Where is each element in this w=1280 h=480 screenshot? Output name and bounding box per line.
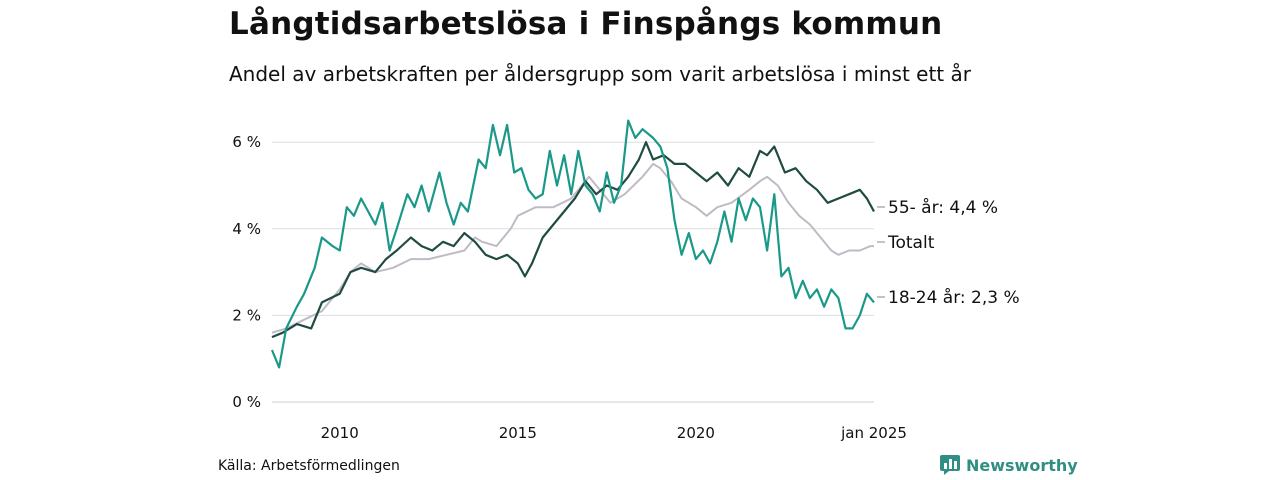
y-tick-label: 4 % (232, 220, 261, 238)
grid-lines (272, 141, 874, 403)
y-tick-label: 0 % (232, 393, 261, 411)
brand-name: Newsworthy (966, 455, 1078, 475)
chart-subtitle: Andel av arbetskraften per åldersgrupp s… (229, 62, 971, 86)
x-tick-label: 2010 (321, 424, 359, 442)
y-axis: 0 % 2 % 4 % 6 % (232, 133, 261, 411)
series-end-labels: Totalt 55- år: 4,4 % 18-24 år: 2,3 % (877, 197, 1020, 308)
series-line-1 (271, 141, 875, 339)
source-note: Källa: Arbetsförmedlingen (218, 458, 400, 474)
end-label: 18-24 år: 2,3 % (888, 287, 1020, 308)
y-tick-label: 6 % (232, 133, 261, 151)
x-tick-label: 2015 (499, 424, 537, 442)
newsworthy-icon (940, 455, 960, 475)
x-tick-label: jan 2025 (840, 424, 907, 442)
series-line-0 (271, 162, 874, 334)
end-label: 55- år: 4,4 % (888, 197, 998, 218)
x-axis: 2010 2015 2020 jan 2025 (321, 424, 907, 442)
series-lines (270, 119, 875, 369)
chart-title: Långtidsarbetslösa i Finspångs kommun (229, 6, 943, 42)
y-tick-label: 2 % (232, 306, 261, 324)
end-label: Totalt (887, 233, 935, 253)
series-line-2 (270, 119, 875, 369)
brand-logo: Newsworthy (940, 455, 1078, 475)
x-tick-label: 2020 (677, 424, 715, 442)
